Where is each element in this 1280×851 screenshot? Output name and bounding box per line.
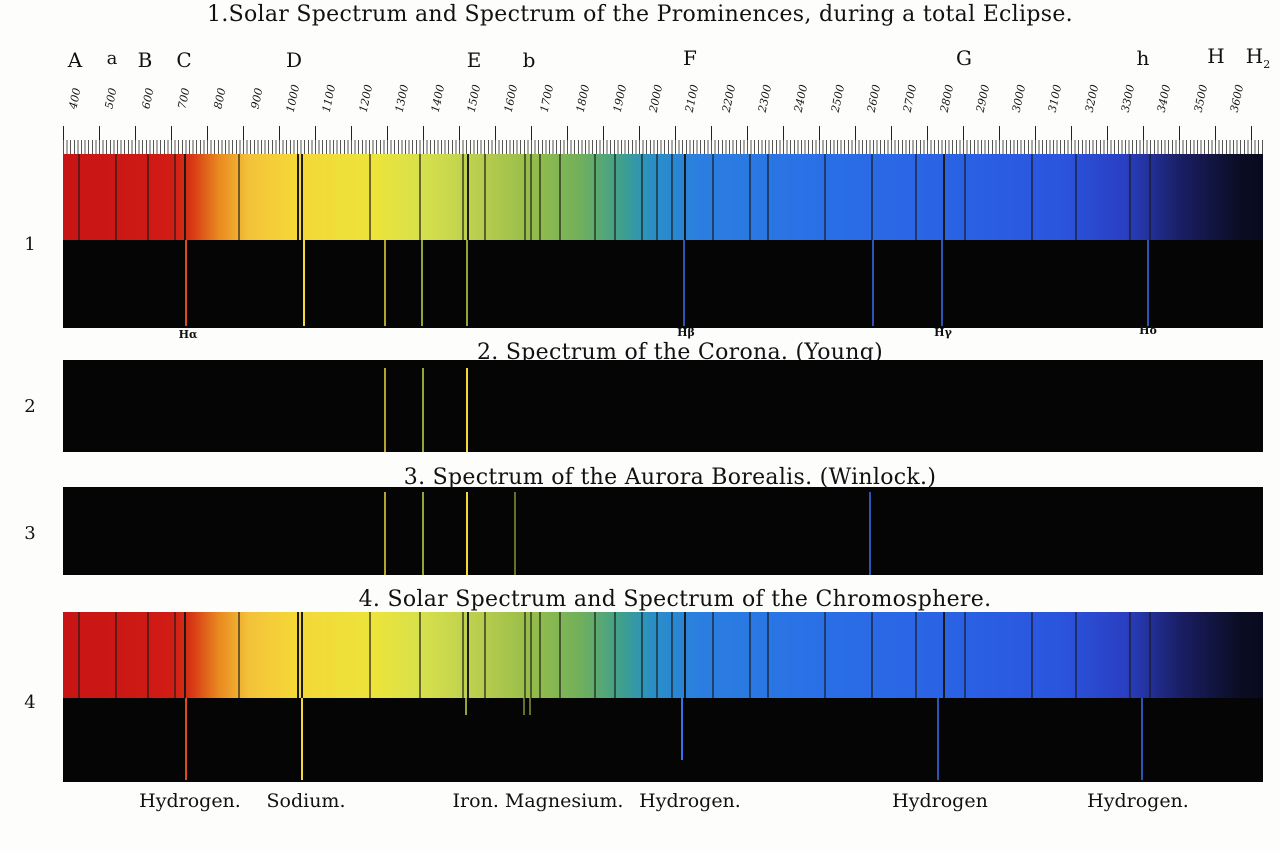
prominence-spectrum-band-1 [63,240,1263,328]
fraunhofer-letter-h: h [1136,46,1150,70]
fraunhofer-letter-B: B [137,48,153,72]
spectrum-4-title: 4. Solar Spectrum and Spectrum of the Ch… [358,587,992,612]
row-number-4: 4 [24,692,36,713]
fraunhofer-letter-H1: H [1207,44,1225,68]
scale-ruler [63,126,1263,156]
spectrum-3-title: 3. Spectrum of the Aurora Borealis. (Win… [403,465,937,490]
h-alpha-label: Hα [178,328,198,341]
solar-spectrum-band-4 [63,612,1263,698]
h-gamma-label: Hγ [934,326,952,339]
label-hydrogen-2: Hydrogen. [639,790,741,812]
fraunhofer-letter-F: F [683,46,697,70]
solar-spectrum-band-1 [63,154,1263,240]
row-number-2: 2 [24,396,36,417]
fraunhofer-letter-A: A [67,48,83,72]
row-number-3: 3 [24,523,36,544]
label-iron-magnesium: Iron. Magnesium. [452,790,624,812]
fraunhofer-letter-a: a [106,48,118,69]
h2-subscript: 2 [1263,58,1271,71]
label-sodium: Sodium. [266,790,346,812]
fraunhofer-letter-E: E [466,48,482,72]
row-number-1: 1 [24,234,36,255]
fraunhofer-letter-D: D [285,48,303,72]
fraunhofer-letter-b: b [522,48,536,72]
aurora-spectrum-band [63,487,1263,575]
fraunhofer-letter-C: C [176,48,192,72]
fraunhofer-letter-G: G [956,46,972,70]
label-hydrogen-3: Hydrogen [892,790,988,812]
spectrum-1-title: 1.Solar Spectrum and Spectrum of the Pro… [207,2,1073,27]
fraunhofer-letter-H2: H2 [1245,44,1271,71]
corona-spectrum-band [63,360,1263,452]
h-beta-label: Hβ [677,326,695,339]
h-delta-label: Hδ [1139,324,1157,337]
label-hydrogen-1: Hydrogen. [139,790,241,812]
chromosphere-spectrum-band [63,698,1263,782]
label-hydrogen-4: Hydrogen. [1087,790,1189,812]
